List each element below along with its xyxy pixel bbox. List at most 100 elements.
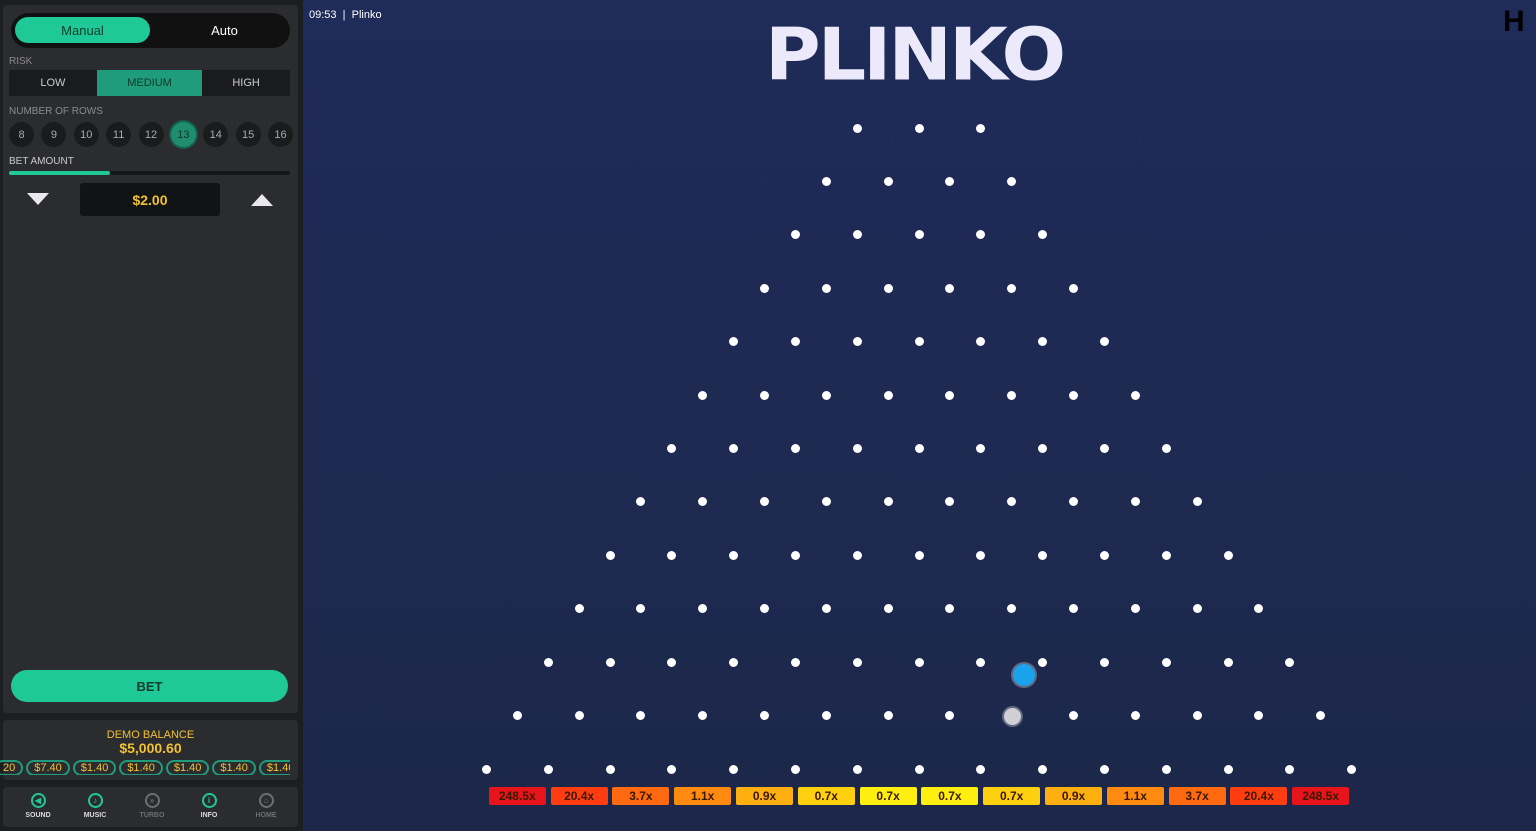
rows-option-9[interactable]: 9 <box>41 122 67 147</box>
peg <box>1099 337 1109 347</box>
peg <box>1161 444 1171 454</box>
peg <box>883 283 893 293</box>
peg <box>1038 550 1048 560</box>
peg <box>760 711 769 721</box>
peg <box>481 764 491 774</box>
peg <box>1038 444 1048 454</box>
risk-selector: LOW MEDIUM HIGH <box>9 70 290 96</box>
peg <box>852 764 862 774</box>
risk-medium-button[interactable]: MEDIUM <box>96 70 203 96</box>
peg <box>821 604 831 614</box>
peg <box>636 604 646 614</box>
peg <box>667 444 677 454</box>
peg <box>1069 390 1078 400</box>
multiplier-bin: 248.5x <box>1292 787 1350 805</box>
ball <box>1003 707 1021 725</box>
control-label: INFO <box>200 812 218 819</box>
risk-high-button[interactable]: HIGH <box>232 77 260 89</box>
control-label: HOME <box>255 812 277 819</box>
peg <box>976 657 986 667</box>
mode-toggle: Manual Auto <box>11 13 290 48</box>
peg <box>945 390 955 400</box>
peg <box>1130 604 1140 614</box>
peg <box>790 764 800 774</box>
peg <box>1347 764 1357 774</box>
peg <box>698 497 708 507</box>
peg <box>760 390 769 400</box>
rows-option-11[interactable]: 11 <box>106 122 132 147</box>
music-button[interactable]: ♪ MUSIC <box>70 793 120 819</box>
decrease-bet-button[interactable] <box>27 193 49 205</box>
peg <box>1007 176 1017 186</box>
peg <box>883 497 893 507</box>
history-chip: $1.40 <box>119 760 163 775</box>
bet-amount-field[interactable]: $2.00 <box>80 183 220 216</box>
mode-auto-button[interactable]: Auto <box>211 22 238 38</box>
peg <box>1069 497 1078 507</box>
peg <box>883 604 893 614</box>
peg <box>543 764 553 774</box>
peg <box>790 230 800 240</box>
rows-label: NUMBER OF ROWS <box>9 106 103 117</box>
bet-panel: Manual Auto RISK LOW MEDIUM HIGH NUMBER … <box>3 5 298 713</box>
speaker-icon: ◀ <box>30 793 46 808</box>
peg <box>1192 711 1202 721</box>
info-button[interactable]: i INFO <box>184 793 234 819</box>
peg <box>790 444 800 454</box>
peg <box>945 497 955 507</box>
bet-slider[interactable] <box>9 171 290 175</box>
rows-option-14[interactable]: 14 <box>203 122 229 147</box>
peg <box>1130 711 1140 721</box>
rows-option-10[interactable]: 10 <box>73 122 99 147</box>
turbo-icon: » <box>144 793 160 808</box>
peg <box>698 711 708 721</box>
peg <box>945 283 955 293</box>
peg <box>1007 390 1017 400</box>
bet-button[interactable]: BET <box>11 670 288 702</box>
rows-option-12[interactable]: 12 <box>138 122 164 147</box>
risk-label: RISK <box>9 56 33 67</box>
rows-option-15[interactable]: 15 <box>235 122 261 147</box>
peg <box>852 230 862 240</box>
peg <box>667 550 677 560</box>
music-note-icon: ♪ <box>87 793 103 808</box>
history-chip: $1.40 <box>72 760 117 775</box>
multiplier-bin: 20.4x <box>550 787 608 805</box>
rows-option-13[interactable]: 13 <box>170 122 196 147</box>
history-chip: 20 <box>0 760 24 775</box>
peg <box>1038 764 1048 774</box>
rows-option-8[interactable]: 8 <box>9 122 34 147</box>
game-name: Plinko <box>351 9 382 21</box>
peg <box>605 764 615 774</box>
sound-button[interactable]: ◀ SOUND <box>13 793 63 819</box>
increase-bet-button[interactable] <box>251 194 273 206</box>
peg <box>1223 550 1233 560</box>
peg <box>914 123 924 133</box>
multiplier-bin: 1.1x <box>674 787 732 805</box>
peg <box>976 230 986 240</box>
peg <box>914 550 924 560</box>
peg <box>698 390 708 400</box>
balance-value: $5,000.60 <box>119 740 182 756</box>
peg <box>852 550 862 560</box>
peg <box>1099 764 1109 774</box>
peg <box>698 604 708 614</box>
risk-low-button[interactable]: LOW <box>40 77 66 89</box>
multiplier-bin: 3.7x <box>1168 787 1226 805</box>
multiplier-bin: 1.1x <box>1106 787 1164 805</box>
peg <box>852 123 862 133</box>
multiplier-bin: 0.9x <box>736 787 793 805</box>
controls-bar: ◀ SOUND ♪ MUSIC » TURBO i INFO ⌂ HOME <box>3 787 298 827</box>
turbo-button[interactable]: » TURBO <box>127 793 177 819</box>
peg <box>945 711 955 721</box>
peg <box>945 176 955 186</box>
peg <box>1285 657 1295 667</box>
mode-manual-button[interactable]: Manual <box>15 17 150 43</box>
home-button[interactable]: ⌂ HOME <box>241 793 291 819</box>
h-logo-icon[interactable]: H <box>1503 5 1525 38</box>
peg <box>1161 657 1171 667</box>
peg <box>883 711 893 721</box>
peg <box>976 764 986 774</box>
rows-option-16[interactable]: 16 <box>268 122 293 147</box>
multiplier-bin: 0.7x <box>859 787 917 805</box>
